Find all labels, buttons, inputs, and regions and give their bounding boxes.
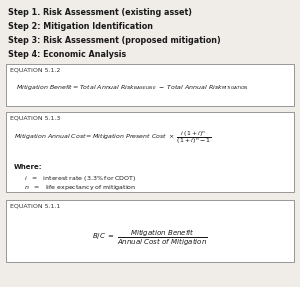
Text: $\mathit{Mitigation\ Benefit} = \mathit{Total\ Annual\ Risk}_{\mathit{BASELINE}}: $\mathit{Mitigation\ Benefit} = \mathit{… bbox=[16, 84, 249, 92]
Text: Step 2: Mitigation Identification: Step 2: Mitigation Identification bbox=[8, 22, 153, 31]
FancyBboxPatch shape bbox=[6, 64, 294, 106]
Text: Step 3: Risk Assessment (proposed mitigation): Step 3: Risk Assessment (proposed mitiga… bbox=[8, 36, 221, 45]
Text: EQUATION 5.1.3: EQUATION 5.1.3 bbox=[10, 115, 60, 120]
Text: Where:: Where: bbox=[14, 164, 43, 170]
Text: $n$   =   life expectancy of mitigation: $n$ = life expectancy of mitigation bbox=[24, 183, 136, 192]
Text: EQUATION 5.1.1: EQUATION 5.1.1 bbox=[10, 203, 60, 208]
Text: $i$   =   interest rate (3.3% for CDOT): $i$ = interest rate (3.3% for CDOT) bbox=[24, 174, 136, 183]
Text: Step 1. Risk Assessment (existing asset): Step 1. Risk Assessment (existing asset) bbox=[8, 8, 192, 17]
Text: Step 4: Economic Analysis: Step 4: Economic Analysis bbox=[8, 50, 126, 59]
FancyBboxPatch shape bbox=[6, 200, 294, 262]
Text: $\mathit{Mitigation\ Annual\ Cost} = \mathit{Mitigation\ Present\ Cost}\ \times\: $\mathit{Mitigation\ Annual\ Cost} = \ma… bbox=[14, 130, 212, 146]
FancyBboxPatch shape bbox=[6, 112, 294, 192]
Text: EQUATION 5.1.2: EQUATION 5.1.2 bbox=[10, 67, 60, 72]
Text: $\mathit{B/C}\ =\ \dfrac{\mathit{Mitigation\ Benefit}}{\mathit{Annual\ Cost\ of\: $\mathit{B/C}\ =\ \dfrac{\mathit{Mitigat… bbox=[92, 228, 208, 248]
